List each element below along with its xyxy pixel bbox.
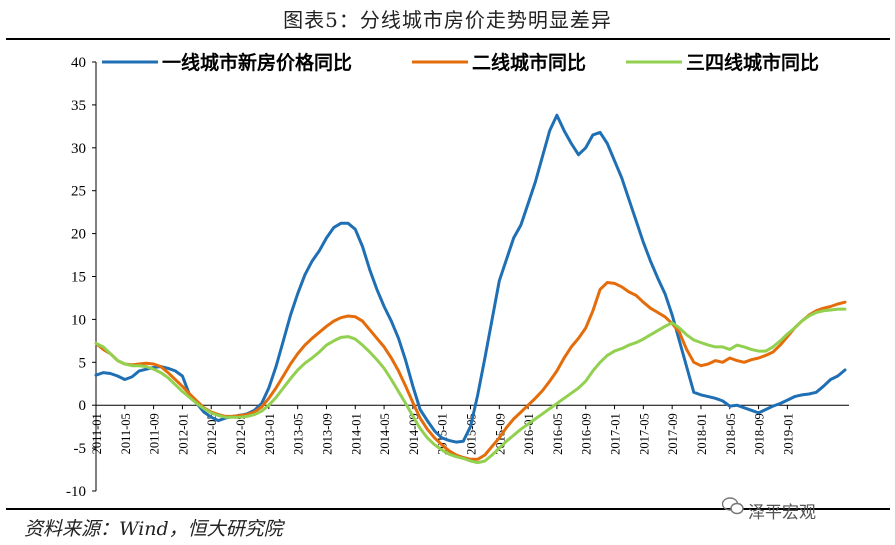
y-tick-label: 40 <box>71 55 86 71</box>
x-tick-label: 2018-09 <box>753 413 767 455</box>
x-tick-label: 2015-01 <box>436 413 450 455</box>
x-tick-label: 2015-05 <box>465 413 479 455</box>
wechat-icon <box>722 497 744 515</box>
x-tick-label: 2011-05 <box>119 413 133 454</box>
y-tick-label: -10 <box>66 484 86 500</box>
y-tick-label: 15 <box>71 270 86 286</box>
watermark-text: 泽平宏观 <box>748 503 816 523</box>
x-tick-label: 2017-01 <box>609 413 623 455</box>
chart-legend: 一线城市新房价格同比 二线城市同比 三四线城市同比 <box>102 51 819 74</box>
y-tick-label: 25 <box>71 184 86 200</box>
x-tick-label: 2017-09 <box>666 413 680 455</box>
y-tick-label: 5 <box>79 355 87 371</box>
x-tick-label: 2018-01 <box>695 413 709 455</box>
y-tick-label: 0 <box>79 398 87 414</box>
chart-series <box>94 113 847 465</box>
legend-label-2: 二线城市同比 <box>472 51 586 74</box>
legend-label-3: 三四线城市同比 <box>686 51 819 74</box>
y-tick-label: 35 <box>71 98 86 114</box>
x-tick-label: 2012-01 <box>176 413 190 455</box>
x-tick-label: 2016-09 <box>580 413 594 455</box>
y-tick-label: 20 <box>71 227 86 243</box>
x-tick-label: 2012-05 <box>205 413 219 455</box>
bottom-rule <box>6 508 890 510</box>
y-tick-label: 30 <box>71 141 86 157</box>
x-tick-label: 2018-05 <box>724 413 738 455</box>
x-tick-label: 2016-05 <box>551 413 565 455</box>
y-tick-label: -5 <box>74 441 87 457</box>
x-tick-label: 2017-05 <box>637 413 651 455</box>
x-tick-label: 2011-09 <box>148 413 162 454</box>
x-tick-label: 2019-01 <box>781 413 795 455</box>
chart-title: 图表5：分线城市房价走势明显差异 <box>283 8 612 32</box>
legend-label-1: 一线城市新房价格同比 <box>162 51 352 74</box>
x-tick-label: 2011-01 <box>90 413 104 454</box>
x-tick-label: 2014-05 <box>378 413 392 455</box>
x-tick-label: 2016-01 <box>522 413 536 455</box>
x-tick-label: 2012-09 <box>234 413 248 455</box>
series-line-1 <box>94 113 847 444</box>
x-tick-label: 2013-05 <box>292 413 306 455</box>
x-tick-label: 2013-09 <box>320 413 334 455</box>
x-tick-label: 2013-01 <box>263 413 277 455</box>
source-note: 资料来源：Wind，恒大研究院 <box>24 518 283 540</box>
top-rule <box>6 38 890 40</box>
chart-axes: -10 -5 0 5 10 15 20 25 30 35 40 2011-01 2011-05 2011-… <box>66 55 849 500</box>
y-tick-label: 10 <box>71 312 86 328</box>
x-tick-label: 2014-01 <box>349 413 363 455</box>
series-line-3 <box>94 307 847 465</box>
